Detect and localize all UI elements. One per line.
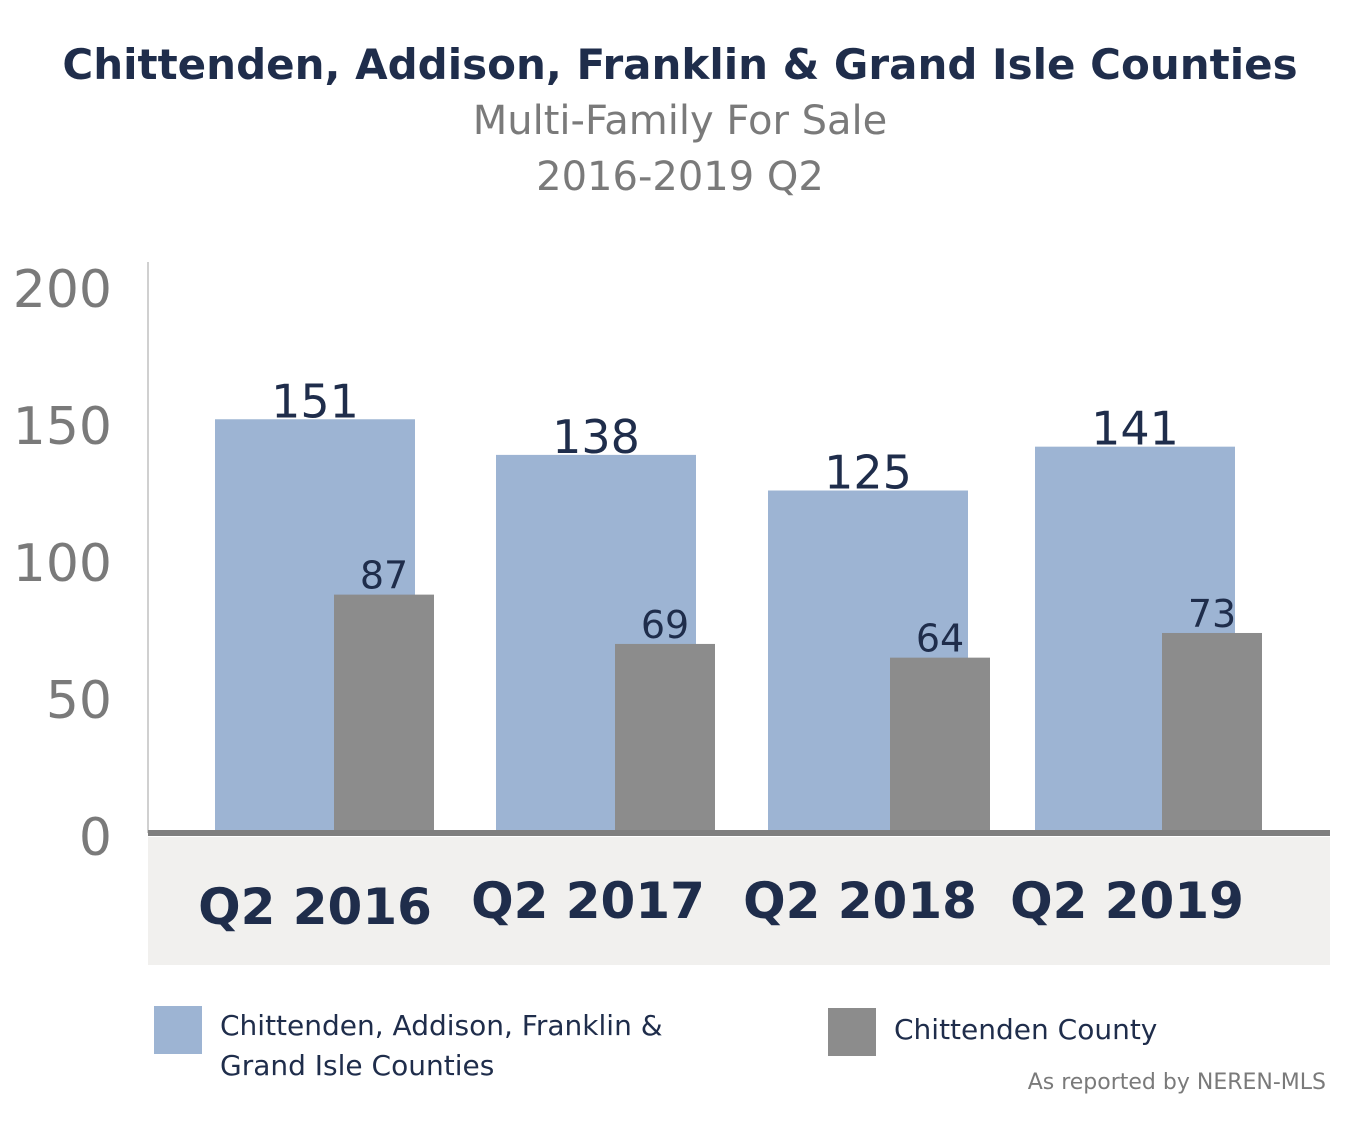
y-tick-label: 150 (13, 397, 112, 457)
x-axis-band (148, 837, 1330, 965)
bar-series-2 (890, 657, 990, 833)
legend-item-series-2: Chittenden County (828, 1008, 1360, 1056)
chart-subtitle: Multi-Family For Sale (472, 98, 888, 144)
x-tick-label: Q2 2017 (471, 872, 705, 930)
data-label-series-1: 151 (271, 374, 359, 428)
bar-series-2 (334, 594, 434, 833)
legend-swatch-series-2 (828, 1008, 876, 1056)
data-label-series-1: 138 (552, 410, 640, 464)
data-label-series-2: 69 (641, 603, 689, 647)
y-tick-label: 0 (79, 808, 112, 868)
bar-series-2 (615, 643, 715, 833)
chart-period: 2016-2019 Q2 (536, 154, 824, 200)
x-tick-label: Q2 2016 (198, 878, 432, 936)
y-tick-label: 200 (13, 260, 112, 320)
x-tick-label: Q2 2018 (743, 872, 977, 930)
data-label-series-2: 64 (916, 617, 964, 661)
y-tick-label: 50 (46, 671, 112, 731)
data-label-series-2: 87 (360, 554, 408, 598)
legend-label-series-2: Chittenden County (894, 1013, 1158, 1046)
legend-swatch-series-1 (154, 1006, 202, 1054)
data-label-series-1: 141 (1091, 402, 1179, 456)
data-label-series-1: 125 (824, 446, 912, 500)
x-tick-label: Q2 2019 (1010, 872, 1244, 930)
data-label-series-2: 73 (1188, 592, 1236, 636)
legend-label-series-1: Chittenden, Addison, Franklin & Grand Is… (220, 1009, 663, 1082)
y-tick-label: 100 (13, 534, 112, 594)
bar-chart: 0 50 100 150 200 151 87 Q2 2016 138 69 Q2 2017 125 6… (13, 260, 1330, 965)
chart-title: Chittenden, Addison, Franklin & Grand Is… (62, 40, 1298, 89)
source-note: As reported by NEREN-MLS (1027, 1070, 1326, 1095)
bar-series-2 (1162, 632, 1262, 833)
legend-item-series-1: Chittenden, Addison, Franklin & Grand Is… (154, 1006, 690, 1086)
